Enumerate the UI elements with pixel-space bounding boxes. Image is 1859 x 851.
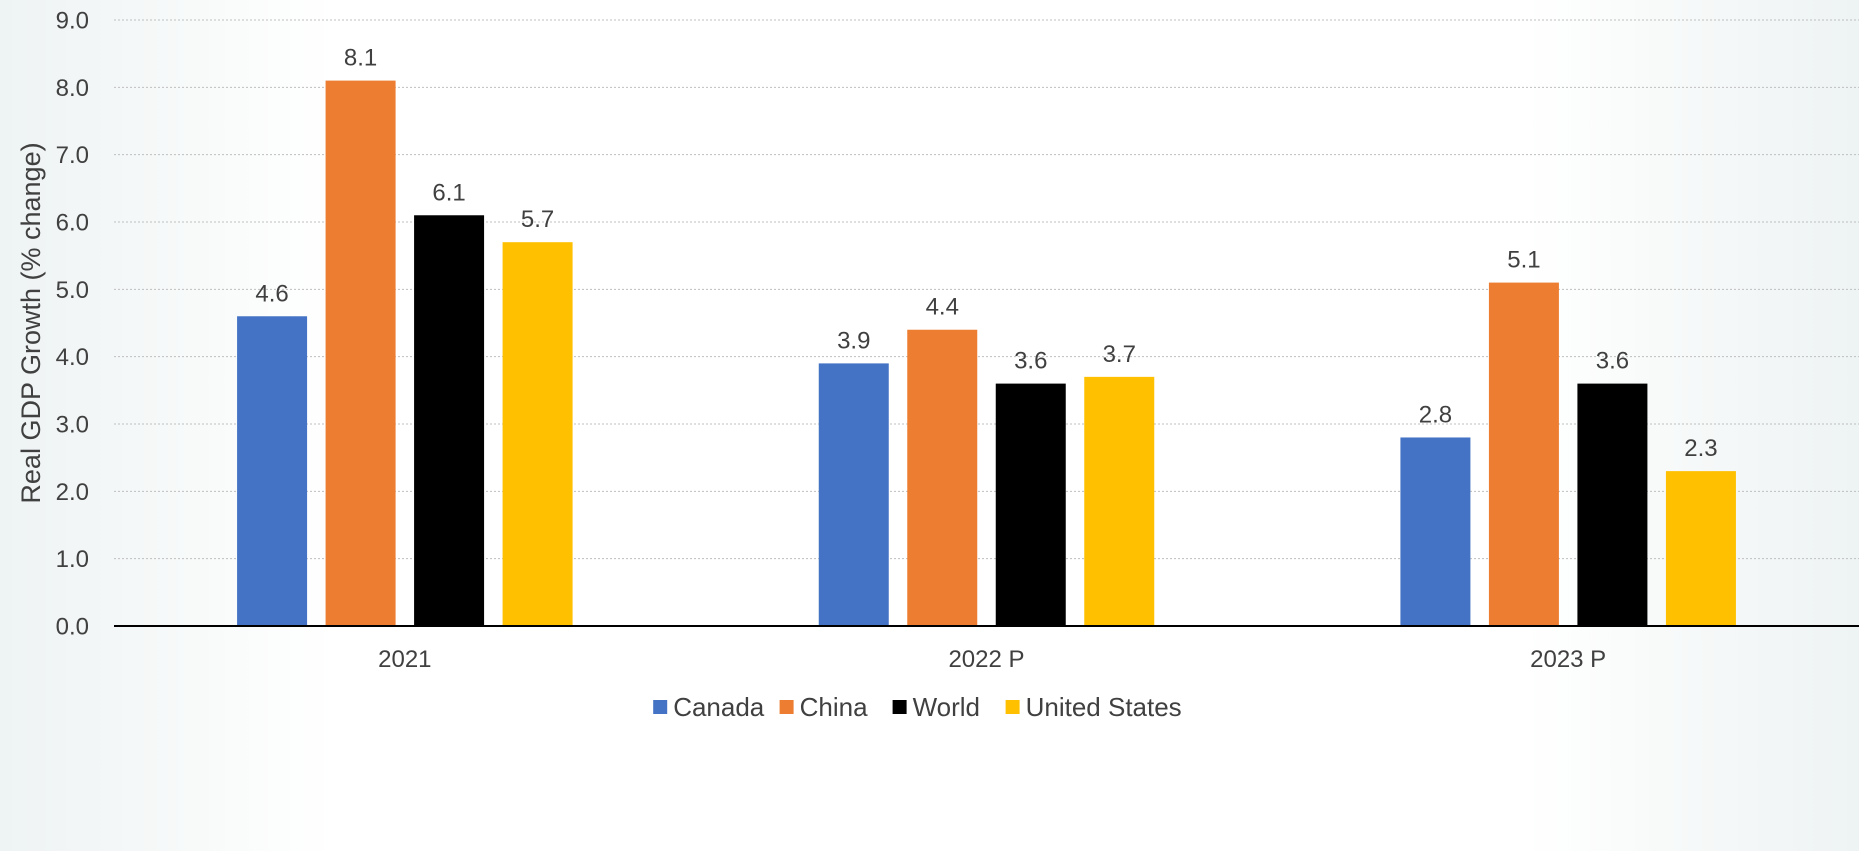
- bar-united-states-2022-p: [1084, 376, 1155, 626]
- x-axis: 2021 2022 P 2023 P: [114, 625, 1859, 673]
- y-tick-label: 7.0: [56, 142, 89, 169]
- x-tick-label: 2022 P: [948, 646, 1024, 673]
- data-label: 2.3: [1684, 435, 1717, 462]
- legend-label: World: [913, 692, 980, 722]
- y-tick-label: 0.0: [56, 614, 89, 641]
- data-label: 5.1: [1507, 247, 1540, 274]
- legend-swatch-united-states: [1005, 700, 1020, 714]
- y-tick-label: 4.0: [56, 344, 89, 371]
- bar-world-2022-p: [995, 383, 1066, 626]
- bar-china-2023-p: [1488, 282, 1559, 626]
- y-tick-label: 2.0: [56, 479, 89, 506]
- bar-canada-2023-p: [1400, 437, 1471, 626]
- data-label: 3.9: [837, 327, 870, 354]
- bar-world-2021: [414, 215, 485, 626]
- x-tick-label: 2021: [378, 646, 431, 673]
- data-label: 2.8: [1419, 401, 1452, 428]
- data-label: 4.4: [926, 294, 959, 321]
- data-label: 3.6: [1014, 348, 1047, 375]
- data-label: 6.1: [432, 179, 465, 206]
- data-label: 3.7: [1103, 341, 1136, 368]
- legend-label: United States: [1026, 692, 1182, 722]
- y-tick-label: 5.0: [56, 277, 89, 304]
- legend-label: Canada: [673, 692, 765, 722]
- legend-swatch-canada: [653, 700, 668, 714]
- data-label: 4.6: [255, 280, 288, 307]
- y-tick-label: 3.0: [56, 412, 89, 439]
- data-label: 3.6: [1596, 348, 1629, 375]
- data-label: 8.1: [344, 45, 377, 72]
- legend-label: China: [800, 692, 868, 722]
- bar-united-states-2021: [502, 242, 573, 626]
- bar-world-2023-p: [1577, 383, 1648, 626]
- y-tick-label: 9.0: [56, 8, 89, 35]
- x-tick-label: 2023 P: [1530, 646, 1606, 673]
- bar-china-2022-p: [907, 329, 978, 626]
- y-tick-label: 6.0: [56, 210, 89, 237]
- legend: Canada China World United States: [653, 692, 1182, 722]
- gridlines: [114, 19, 1859, 560]
- y-tick-label: 8.0: [56, 75, 89, 102]
- bars: [237, 80, 1736, 627]
- y-axis-title: Real GDP Growth (% change): [16, 142, 46, 503]
- legend-swatch-world: [892, 700, 907, 714]
- data-labels: 4.6 8.1 6.1 5.7 3.9 4.4 3.6 3.7 2.8 5.1 3.6 2.3: [255, 45, 1717, 463]
- bar-united-states-2023-p: [1665, 471, 1736, 626]
- legend-swatch-china: [779, 700, 794, 714]
- y-axis-ticks: 0.0 1.0 2.0 3.0 4.0 5.0 6.0 7.0 8.0 9.0: [56, 8, 89, 641]
- bar-china-2021: [325, 80, 396, 627]
- bar-canada-2021: [237, 316, 308, 626]
- data-label: 5.7: [521, 206, 554, 233]
- bar-canada-2022-p: [818, 363, 889, 626]
- y-tick-label: 1.0: [56, 546, 89, 573]
